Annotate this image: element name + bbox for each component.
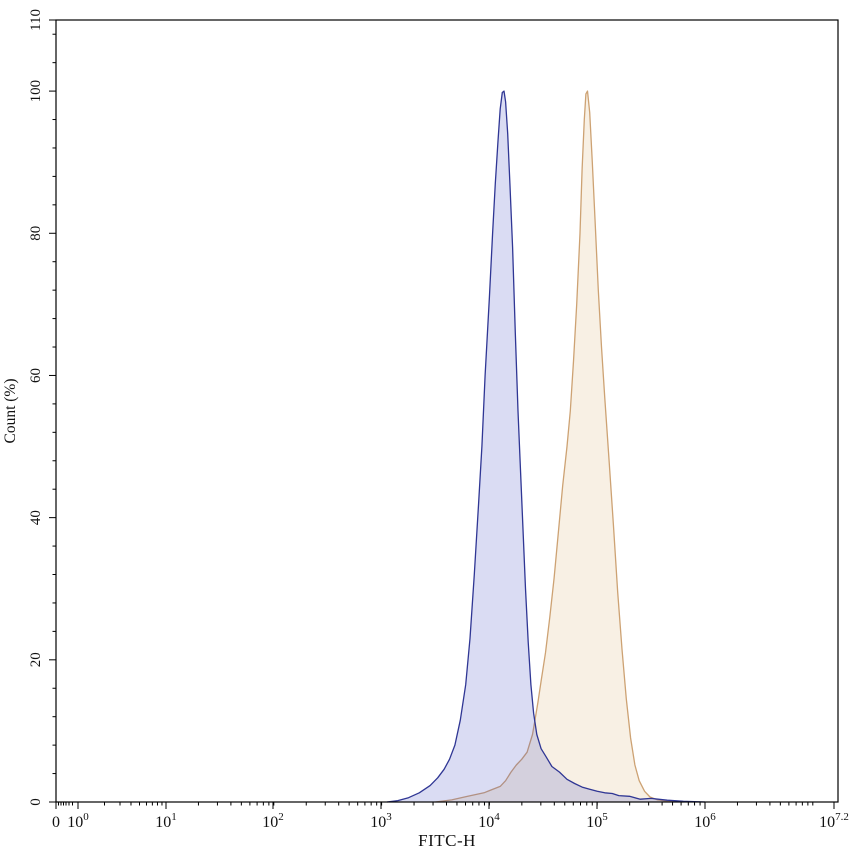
chart-root: 0 100 101 102 103 104 105 106 107.2 0 20 40 60 80 100 1… — [28, 9, 849, 831]
y-tick-label: 40 — [28, 510, 44, 525]
x-tick-label: 101 — [155, 811, 177, 831]
blue-histogram-outline — [386, 90, 706, 803]
x-tick-label: 104 — [478, 811, 500, 831]
y-tick-label: 80 — [28, 226, 44, 241]
y-tick-label: 0 — [28, 798, 44, 806]
y-axis-title: Count (%) — [2, 378, 19, 443]
x-tick-label: 0 — [52, 814, 60, 831]
orange-histogram-outline — [435, 90, 684, 803]
orange-histogram-area — [435, 91, 684, 803]
y-tick-label: 60 — [28, 368, 44, 383]
y-tick-label: 100 — [28, 80, 44, 103]
y-tick-label: 110 — [28, 9, 44, 31]
x-tick-label: 107.2 — [819, 811, 849, 831]
x-tick-label: 102 — [262, 811, 284, 831]
y-tick-label: 20 — [28, 652, 44, 667]
x-tick-label: 105 — [586, 811, 608, 831]
x-axis-title: FITC-H — [418, 831, 476, 850]
x-tick-label: 100 — [67, 811, 89, 831]
x-tick-label: 106 — [694, 811, 716, 831]
plot-border — [55, 19, 839, 803]
x-tick-label: 103 — [370, 811, 392, 831]
